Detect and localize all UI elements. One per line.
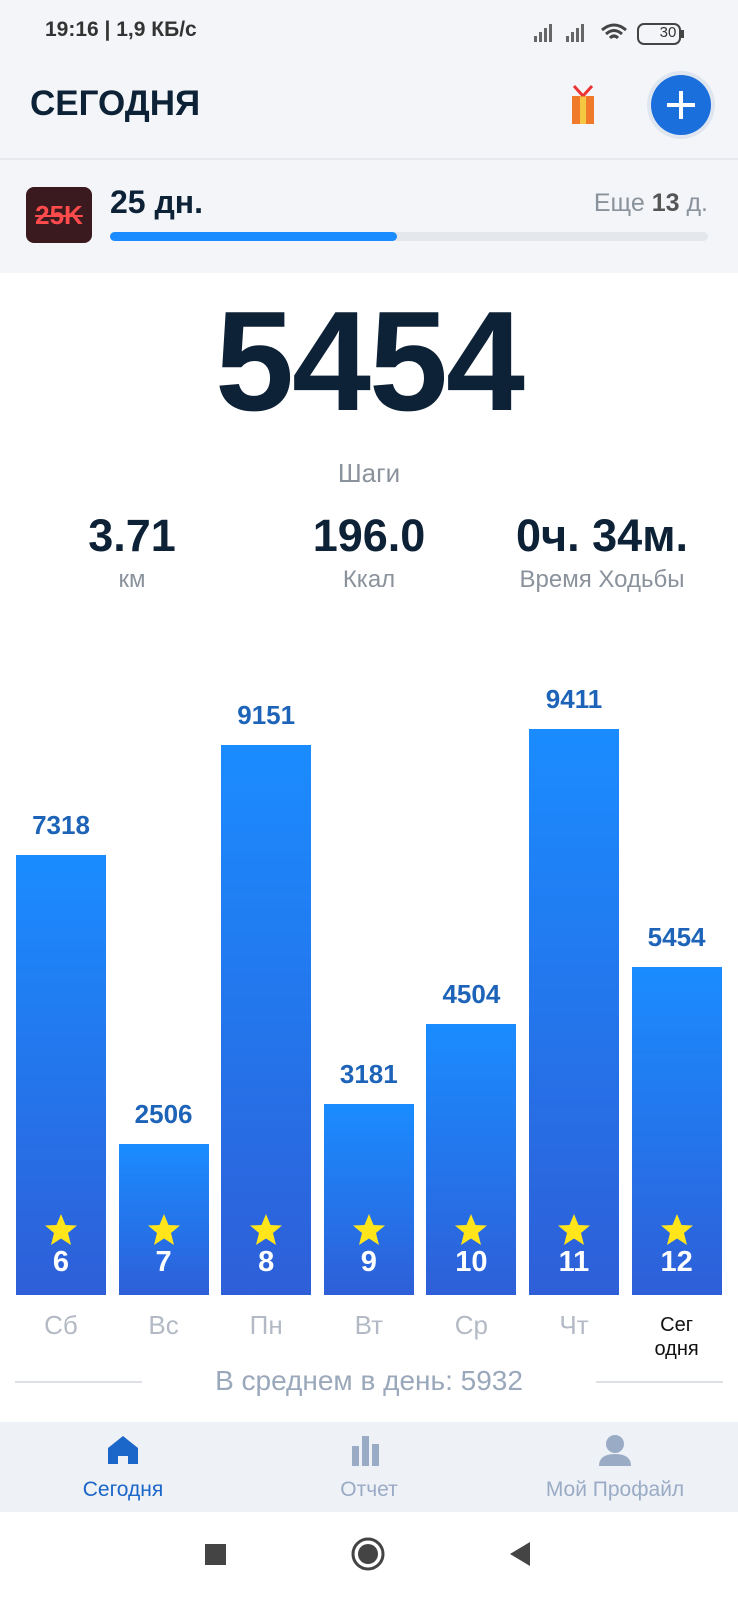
day-number: 11 [558,1246,590,1278]
star-icon [660,1214,693,1245]
progress-track [110,232,708,241]
day-number: 10 [455,1246,488,1278]
value-label: 3181 [339,1058,398,1089]
stat-value: 3.71 [88,510,176,561]
status-text: 19:16 | 1,9 КБ/с [45,18,197,41]
stat-value: 0ч. 34м. [515,510,688,561]
value-label: 4504 [442,979,501,1010]
category-label: Ср [454,1310,489,1340]
remaining-prefix: Еще [593,189,645,217]
value-label: 9411 [545,684,603,715]
category-label: Вт [354,1310,383,1340]
day-number: 9 [360,1246,377,1278]
system-nav [205,1537,530,1571]
steps-value: 5454 [215,282,525,441]
recents-button[interactable] [205,1544,226,1565]
category-label: Пн [249,1310,283,1340]
gift-icon[interactable] [568,82,598,126]
day-number: 12 [660,1246,693,1278]
add-button[interactable] [646,70,716,140]
category-label: Чт [559,1310,589,1340]
day-number: 7 [155,1246,172,1278]
value-label: 7318 [32,810,90,841]
category-label: Вс [148,1310,179,1340]
stat-label: км [118,566,146,593]
value-label: 5454 [647,922,706,953]
nav-label[interactable]: Сегодня [82,1478,164,1501]
category-label: Сег одня [654,1314,699,1360]
value-label: 2506 [134,1099,193,1130]
streak-background [0,160,738,273]
nav-label[interactable]: Отчет [340,1478,398,1501]
steps-label: Шаги [337,458,401,488]
bar [426,1024,517,1295]
home-icon[interactable] [108,1436,138,1464]
remaining-suffix: д. [686,189,708,217]
page-title: СЕГОДНЯ [30,84,201,123]
home-button[interactable] [351,1537,385,1571]
nav-label[interactable]: Мой Профайл [545,1478,685,1501]
status-icons [534,23,684,45]
report-icon[interactable] [352,1436,379,1466]
battery-level: 30 [659,24,677,41]
profile-icon[interactable] [599,1435,631,1466]
average-value: 5932 [460,1365,523,1396]
nav-icons [108,1435,631,1466]
average: В среднем в день: 5932 [0,1365,738,1397]
streak-days: 25 дн. [110,184,204,220]
progress-fill [110,232,398,241]
streak-badge: 25K [26,187,92,243]
bar [323,1103,414,1295]
day-number: 8 [258,1246,275,1278]
star-icon [558,1214,590,1245]
divider [15,1381,142,1383]
stat-label: Время Ходьбы [519,566,685,593]
bar [631,967,722,1295]
star-icon [147,1214,180,1245]
streak-remaining: Еще 13 д. [594,189,708,218]
remaining-value: 13 [651,189,680,217]
star-icon [455,1214,488,1245]
star-icon [45,1214,77,1245]
category-label: Сб [44,1310,78,1340]
bar [221,745,312,1295]
value-label: 9151 [237,700,296,731]
back-button[interactable] [510,1542,530,1566]
divider [596,1381,723,1383]
bar [529,729,619,1295]
average-label: В среднем в день: [215,1365,453,1396]
stat-label: Ккал [342,566,396,593]
header-background [0,0,738,160]
day-number: 6 [52,1246,70,1278]
stat-value: 196.0 [312,510,426,561]
star-icon [250,1214,283,1245]
star-icon [352,1214,385,1245]
